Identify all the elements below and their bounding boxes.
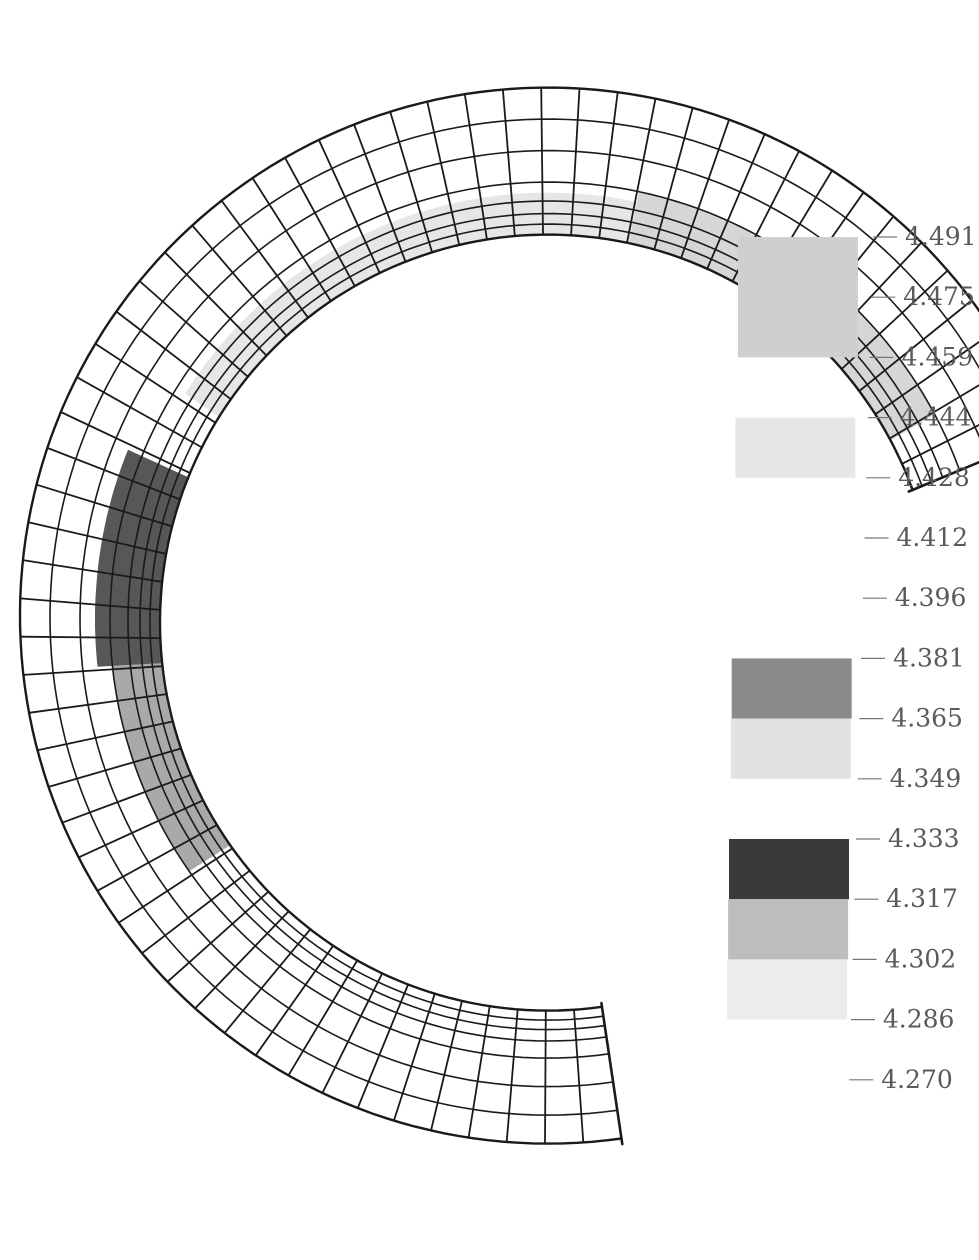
mesh-radial-line [874, 340, 979, 416]
mesh-radial-line [35, 483, 174, 528]
mesh-radial-line [901, 424, 979, 465]
mesh-shaded-region-middle-inner-band [185, 192, 637, 417]
mesh-radial-line [115, 310, 232, 401]
legend-value-label: 4.475 [903, 282, 975, 311]
mesh-radial-line [28, 693, 168, 714]
mesh-radial-line [426, 100, 461, 246]
mesh-shaded-region-lower-dark-patch [95, 449, 189, 667]
mesh-radial-line [191, 224, 288, 337]
mesh-radial-line [653, 106, 694, 251]
legend-value-label: 4.317 [886, 884, 958, 913]
legend-band-5 [728, 899, 849, 960]
mesh-radial-line [353, 123, 407, 263]
mesh-radial-line [96, 824, 218, 892]
mesh-radial-line [598, 91, 619, 239]
mesh-end-cap-top [907, 460, 979, 493]
legend-values: 4.491 4.475 4.459 4.444 4.428 4.412 4.396 4.381… [881, 222, 976, 1094]
mesh-shaded-region-lower-medium-patch [112, 663, 231, 872]
mesh-radial-line [501, 88, 516, 237]
legend-band-4 [729, 839, 849, 900]
mesh-radial-line [389, 110, 434, 254]
mesh-radial-line [47, 747, 182, 788]
mesh-radial-line [430, 1000, 463, 1132]
mesh-radial-line [463, 93, 488, 241]
ring-mesh [18, 86, 979, 1146]
mesh-radial-line [76, 376, 203, 449]
mesh-radial-line [706, 133, 766, 270]
mesh-radial-line [840, 269, 949, 370]
legend-band-2 [731, 658, 852, 719]
legend-band-0 [738, 237, 858, 358]
legend-value-label: 4.302 [885, 944, 957, 973]
mesh-radial-line [194, 910, 290, 1010]
mesh-radial-line [858, 299, 973, 392]
legend-value-label: 4.428 [898, 463, 970, 492]
mesh-radial-line [888, 384, 979, 440]
mesh-radial-line [680, 118, 730, 260]
legend-value-label: 4.286 [883, 1005, 955, 1034]
legend-tick-marks [849, 236, 897, 1081]
legend-value-label: 4.381 [893, 643, 965, 672]
mesh-radial-line [21, 559, 164, 583]
mesh-radial-line [27, 521, 168, 555]
mesh-radial-line [287, 959, 359, 1077]
mesh-grid-lines [18, 86, 979, 1146]
legend-band-6 [727, 959, 848, 1020]
mesh-radial-line [626, 97, 657, 244]
mesh-radial-line [392, 992, 436, 1122]
mesh-radial-line [138, 280, 249, 378]
mesh-radial-line [223, 928, 312, 1034]
mesh-radial-line [61, 773, 193, 824]
mesh-radial-line [573, 1008, 585, 1144]
mesh-radial-line [163, 251, 268, 357]
mesh-radial-line [46, 446, 182, 501]
legend-color-bands [727, 237, 858, 1020]
legend-value-label: 4.270 [881, 1065, 953, 1094]
legend-value-label: 4.459 [902, 342, 974, 371]
mesh-radial-line [166, 890, 270, 983]
mesh-radial-line [467, 1005, 491, 1139]
mesh-radial-line [59, 411, 191, 474]
legend-value-label: 4.396 [895, 583, 967, 612]
mesh-radial-line [220, 199, 310, 319]
mesh-radial-line [36, 720, 174, 752]
mesh-radial-line [540, 86, 544, 236]
mesh-radial-line [94, 342, 217, 424]
legend-value-label: 4.412 [897, 523, 969, 552]
mesh-radial-line [19, 635, 162, 639]
mesh-radial-line [317, 138, 381, 274]
mesh-radial-line [356, 983, 410, 1109]
legend-value-label: 4.365 [891, 704, 963, 733]
legend-band-1 [735, 417, 856, 478]
legend-band-3 [730, 718, 851, 779]
mesh-radial-line [22, 665, 164, 676]
mesh-radial-line [284, 156, 356, 288]
legend-value-label: 4.444 [900, 403, 972, 432]
mesh-radial-line [254, 944, 335, 1057]
legend-value-label: 4.349 [890, 764, 962, 793]
mesh-radial-line [251, 177, 332, 303]
mesh-radial-line [19, 597, 162, 611]
legend-value-label: 4.333 [888, 824, 960, 853]
mesh-radial-line [321, 972, 384, 1094]
mesh-end-cap-bottom [600, 1001, 624, 1146]
mesh-radial-line [544, 1009, 547, 1145]
mesh-radial-line [505, 1008, 519, 1143]
mesh-shaded-region-upper-inner-band [628, 191, 935, 441]
mesh-radial-line [77, 799, 205, 859]
mesh-radial-line [141, 869, 251, 955]
mesh-radial-line [570, 87, 581, 237]
mesh-radial-line [117, 847, 234, 924]
legend-value-label: 4.491 [905, 222, 977, 251]
contour-legend: 4.491 4.475 4.459 4.444 4.428 4.412 4.396 4.381… [727, 222, 977, 1094]
